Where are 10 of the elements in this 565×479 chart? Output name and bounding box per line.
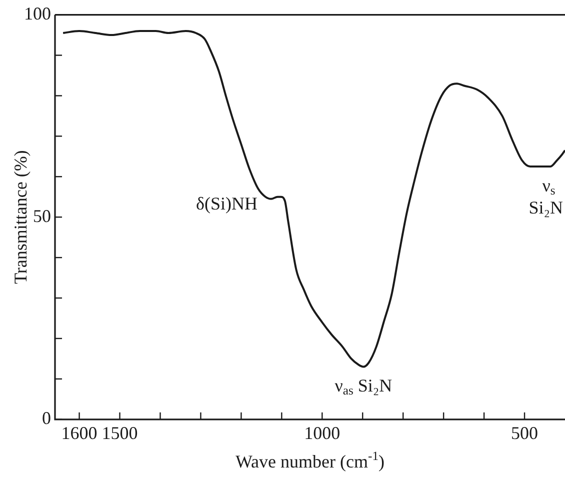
y-tick-label: 0 bbox=[42, 408, 51, 428]
x-tick-label: 1500 bbox=[102, 422, 138, 443]
x-tick-label: 500 bbox=[511, 422, 538, 443]
x-tick-label: 1000 bbox=[304, 422, 340, 443]
y-tick-label: 100 bbox=[24, 4, 51, 24]
x-tick-label: 1600 bbox=[61, 422, 98, 443]
y-tick-label: 50 bbox=[33, 206, 51, 226]
y-axis-title: Transmittance (%) bbox=[10, 150, 31, 284]
annotation: δ(Si)NH bbox=[196, 194, 258, 214]
line-series bbox=[62, 30, 565, 368]
